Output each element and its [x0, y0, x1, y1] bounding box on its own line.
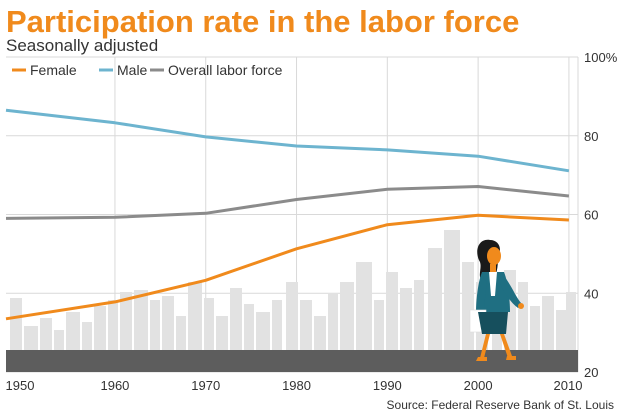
neck-icon	[490, 264, 496, 272]
x-tick-label: 1970	[191, 378, 220, 393]
x-tick-label: 1950	[6, 378, 35, 393]
skyline-building	[286, 282, 298, 350]
skyline-building	[328, 294, 338, 350]
skyline-building	[204, 298, 214, 350]
arm-back-icon	[479, 278, 487, 312]
x-tick-label: 1990	[373, 378, 402, 393]
skyline-building	[374, 300, 384, 350]
y-tick-label: 80	[584, 129, 598, 144]
hand-icon	[518, 303, 524, 309]
skyline-building	[400, 288, 412, 350]
chart-title: Participation rate in the labor force	[6, 4, 519, 39]
skyline-building	[428, 248, 442, 350]
skyline-building	[530, 306, 540, 350]
series-line-2	[5, 185, 570, 220]
shirt-icon	[489, 272, 497, 296]
legend-label-2: Overall labor force	[168, 62, 283, 78]
arm-icon	[500, 276, 522, 308]
skyline-building	[444, 230, 460, 350]
legend-label-0: Female	[30, 62, 77, 78]
skyline-building	[340, 282, 354, 350]
skyline-building	[82, 322, 92, 350]
skyline-building	[542, 296, 554, 350]
skyline-building	[414, 280, 424, 350]
ground-strip	[6, 350, 578, 372]
skyline-building	[94, 306, 106, 350]
skyline-building	[10, 298, 22, 350]
skyline-building	[566, 292, 576, 350]
x-tick-label: 2010	[554, 378, 583, 393]
skyline-building	[356, 262, 372, 350]
chart-subtitle: Seasonally adjusted	[6, 36, 158, 55]
leg-right-icon	[500, 334, 512, 358]
skyline-building	[66, 312, 80, 350]
skyline-building	[176, 316, 186, 350]
legend-label-1: Male	[117, 62, 148, 78]
skyline-building	[556, 310, 566, 350]
skyline-building	[256, 312, 270, 350]
series-line-1	[5, 108, 570, 173]
series-line-0	[5, 213, 569, 321]
skyline-building	[314, 316, 326, 350]
skyline-building	[300, 300, 312, 350]
skyline-building	[40, 318, 52, 350]
legend: Female Male Overall labor force	[12, 62, 283, 78]
y-axis-ticks: 20 40 60 80 100%	[584, 50, 618, 380]
x-tick-label: 1960	[100, 378, 129, 393]
skyline-building	[54, 330, 64, 350]
x-tick-label: 2000	[464, 378, 493, 393]
skyline-building	[108, 300, 118, 350]
skyline-building	[134, 290, 148, 350]
x-tick-label: 1980	[282, 378, 311, 393]
y-tick-label: 100%	[584, 50, 618, 65]
leg-left-icon	[480, 334, 490, 358]
shoe-right-icon	[506, 356, 516, 360]
shoe-left-icon	[476, 357, 487, 361]
skyline-building	[216, 316, 228, 350]
skyline-building	[462, 262, 474, 350]
city-skyline-illustration	[6, 230, 578, 372]
y-tick-label: 40	[584, 286, 598, 301]
face-icon	[487, 247, 501, 265]
skirt-icon	[478, 312, 508, 334]
skyline-building	[150, 300, 160, 350]
skyline-building	[120, 292, 132, 350]
skyline-building	[24, 326, 38, 350]
skyline-building	[386, 272, 398, 350]
skyline-building	[518, 282, 528, 350]
skyline-building	[230, 288, 242, 350]
y-tick-label: 20	[584, 365, 598, 380]
x-axis-ticks: 1950 1960 1970 1980 1990 2000 2010	[6, 378, 583, 393]
skyline-building	[188, 282, 202, 350]
skyline-building	[244, 304, 254, 350]
skyline-building	[272, 300, 282, 350]
series-lines	[5, 108, 570, 321]
skyline-building	[162, 296, 174, 350]
y-tick-label: 60	[584, 208, 598, 223]
walking-woman-illustration	[469, 239, 524, 361]
source-note: Source: Federal Reserve Bank of St. Loui…	[387, 398, 614, 412]
